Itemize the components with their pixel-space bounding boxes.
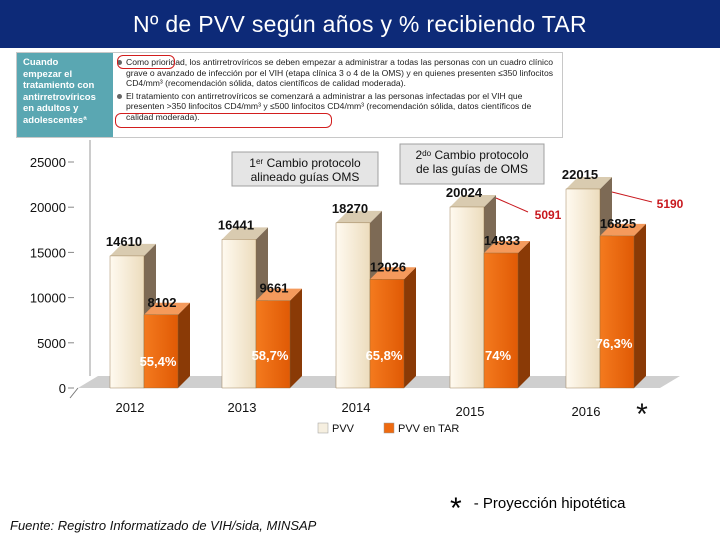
bar-pvv-en-tar-top: [600, 223, 646, 236]
projection-star-icon: *: [450, 492, 462, 525]
guideline-side-line: tratamiento con: [23, 80, 95, 91]
bar-pvv-en-tar: [255, 300, 291, 389]
bar-pvv-top: [110, 243, 156, 256]
y-tick-label: 10000: [30, 291, 66, 306]
legend-label: PVV en TAR: [398, 423, 459, 435]
bar-pvv: [109, 255, 145, 389]
y-tick-label: 5000: [37, 336, 66, 351]
x-tick-label: 2016: [572, 404, 601, 419]
bar-pvv-en-tar-top: [256, 288, 302, 301]
legend-swatch: [317, 422, 329, 434]
bar-pvv-en-tar: [369, 279, 405, 389]
guideline-side-line: Cuando: [23, 57, 59, 68]
legend-label: PVV: [332, 423, 355, 435]
bar-pvv-top: [222, 227, 268, 240]
bar-pvv-en-tar-top: [484, 241, 530, 254]
data-labels: 14610 8102 55,4% 2012 16441 9661 58,7% 2013 1827…: [106, 167, 684, 431]
protocol-change-text: alineado guías OMS: [251, 170, 360, 184]
increment-label: 5091: [535, 208, 562, 222]
x-tick-label: 2012: [116, 400, 145, 415]
axis-corner: [69, 387, 79, 399]
highlight-oval: [115, 113, 332, 128]
percent-label: 55,4%: [140, 354, 177, 369]
pvv-value-label: 18270: [332, 201, 368, 216]
source-note: Fuente: Registro Informatizado de VIH/si…: [10, 518, 317, 533]
x-tick-label: 2015: [456, 404, 485, 419]
increment-leader: [611, 191, 653, 203]
bar-pvv-en-tar-side: [178, 302, 190, 388]
protocol-change-box: [231, 151, 379, 187]
guideline-bullet-1: Como prioridad, los antirretrovíricos se…: [117, 57, 557, 89]
bar-chart: 0 5000 10000 15000 20000 25000 14610 8102 55,4%…: [30, 140, 684, 435]
title-bar: Nº de PVV según años y % recibiendo TAR: [0, 0, 720, 48]
x-tick-label: 2014: [342, 400, 371, 415]
guideline-side-panel: Cuando empezar el tratamiento con antirr…: [17, 53, 113, 137]
bar-pvv: [335, 222, 371, 389]
tar-value-label: 14933: [484, 233, 520, 248]
protocol-change-text: 1ᵉʳ Cambio protocolo: [249, 156, 361, 170]
projection-note-text: - Proyección hipotética: [473, 495, 626, 512]
percent-label: 58,7%: [252, 348, 289, 363]
who-guideline-excerpt: Cuando empezar el tratamiento con antirr…: [16, 52, 563, 138]
guideline-side-line: adolescentesª: [23, 114, 87, 126]
y-tick-label: 0: [59, 381, 66, 396]
bar-pvv-top: [336, 210, 382, 223]
pvv-value-label: 22015: [562, 167, 598, 182]
protocol-change-text: de las guías de OMS: [416, 162, 528, 176]
bar-pvv-en-tar: [143, 314, 179, 389]
bar-pvv: [449, 206, 485, 389]
y-tick-label: 20000: [30, 200, 66, 215]
bar-pvv-en-tar-side: [518, 241, 530, 388]
bar-pvv-en-tar-top: [144, 302, 190, 315]
y-tick-label: 25000: [30, 155, 66, 170]
bar-pvv: [565, 188, 601, 389]
protocol-change-box: [399, 143, 545, 185]
legend: PVV PVV en TAR: [317, 422, 459, 435]
projection-mark-label: *: [636, 398, 648, 431]
highlight-oval: [117, 55, 175, 69]
bar-pvv-en-tar: [483, 252, 519, 389]
guideline-side-line: empezar el: [23, 68, 73, 80]
pvv-value-label: 20024: [446, 185, 483, 200]
guideline-text: Como prioridad, los antirretrovíricos se…: [117, 57, 557, 124]
bar-pvv-top: [450, 194, 496, 207]
bars: [109, 176, 646, 389]
bar-pvv: [221, 239, 257, 389]
projection-note: * - Proyección hipotética: [450, 492, 625, 526]
tar-value-label: 9661: [260, 281, 289, 296]
y-tick-label: 15000: [30, 245, 66, 260]
percent-label: 76,3%: [596, 336, 633, 351]
guideline-bullet-2: El tratamiento con antirretrovíricos se …: [117, 91, 557, 123]
legend-swatch: [383, 422, 395, 434]
y-ticks: 0 5000 10000 15000 20000 25000: [30, 155, 74, 396]
increment-label: 5190: [657, 197, 684, 211]
x-tick-label: 2013: [228, 400, 257, 415]
tar-value-label: 16825: [600, 216, 636, 231]
guideline-side-line: antirretrovíricos: [23, 91, 96, 103]
tar-value-label: 12026: [370, 259, 406, 274]
percent-label: 74%: [485, 348, 511, 363]
protocol-change-text: 2ᵈᵒ Cambio protocolo: [415, 148, 528, 162]
pvv-value-label: 16441: [218, 217, 254, 232]
percent-label: 65,8%: [366, 348, 403, 363]
bar-pvv-en-tar-side: [404, 267, 416, 388]
guideline-side-line: en adultos y: [23, 103, 79, 114]
tar-value-label: 8102: [148, 295, 177, 310]
bar-pvv-en-tar-top: [370, 267, 416, 280]
page-title: Nº de PVV según años y % recibiendo TAR: [133, 11, 587, 37]
bar-pvv-en-tar-side: [290, 288, 302, 388]
bar-pvv-en-tar-side: [634, 223, 646, 388]
increment-leader: [495, 197, 529, 213]
pvv-value-label: 14610: [106, 234, 142, 249]
bar-pvv-en-tar: [599, 235, 635, 389]
bar-pvv-top: [566, 176, 612, 189]
